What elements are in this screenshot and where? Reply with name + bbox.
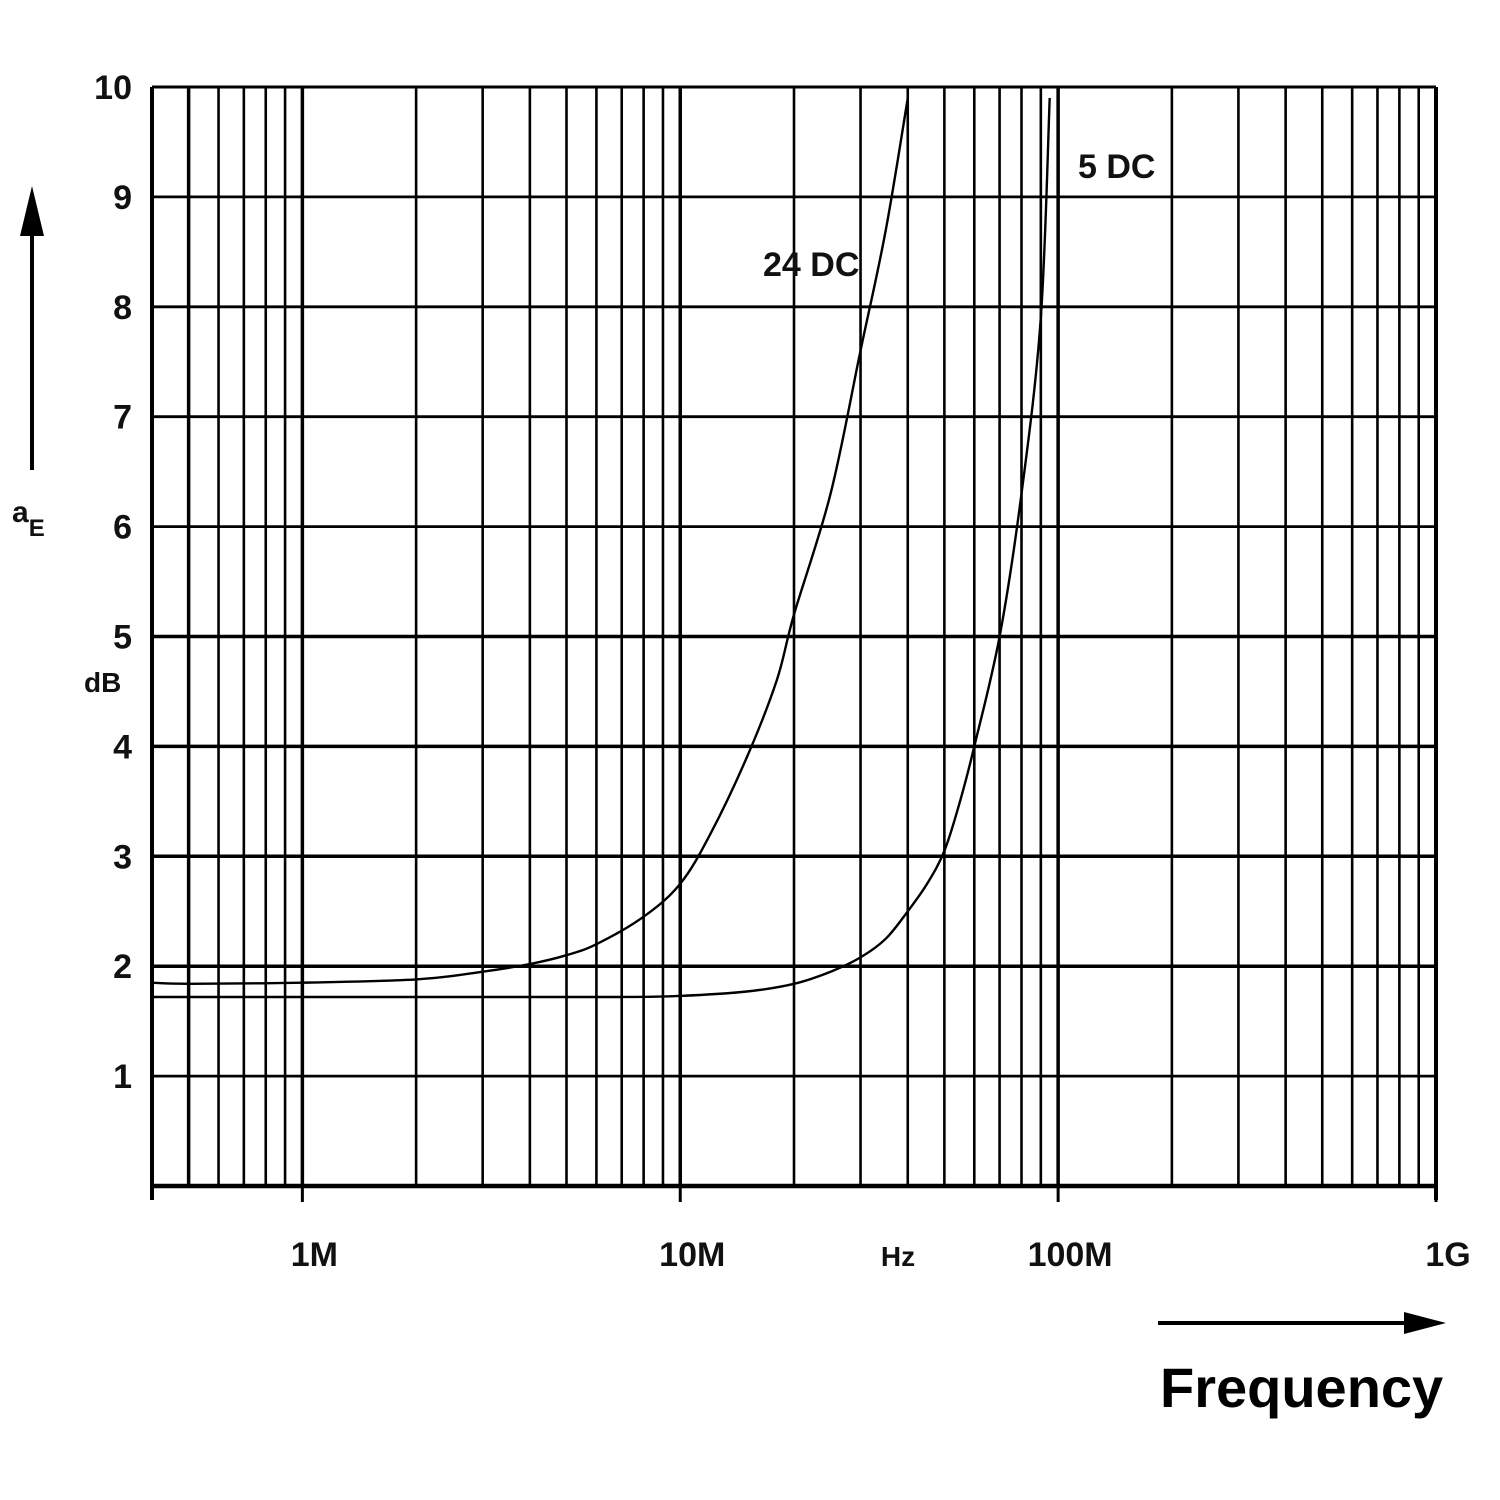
x-tick-labels: 1M 10M 100M 1G <box>291 1236 1471 1274</box>
series-line-5dc <box>151 97 1051 999</box>
y-tick-label: 1 <box>113 1058 132 1096</box>
x-tick-label: 10M <box>659 1236 725 1274</box>
y-tick-label: 6 <box>113 509 132 547</box>
y-tick-label: 9 <box>113 179 132 217</box>
major-gridlines <box>152 85 1436 1186</box>
x-unit-label: Hz <box>881 1241 915 1272</box>
series-line-24dc <box>151 97 909 986</box>
x-tick-label: 1G <box>1425 1236 1470 1274</box>
x-tick-label: 1M <box>291 1236 338 1274</box>
series-label-5dc: 5 DC <box>1078 148 1155 186</box>
series-lines <box>151 97 1051 999</box>
series-label-24dc: 24 DC <box>763 246 859 284</box>
y-axis-arrow-head <box>20 186 44 236</box>
y-tick-label: 8 <box>113 289 132 327</box>
plot-frame <box>150 85 1438 1200</box>
x-tick-label: 100M <box>1028 1236 1113 1274</box>
y-tick-label: 5 <box>113 619 132 657</box>
y-tick-label: 10 <box>94 69 132 107</box>
y-tick-label: 7 <box>113 399 132 437</box>
y-tick-labels: 1 2 3 4 5 6 7 8 9 10 <box>94 69 132 1096</box>
y-tick-label: 2 <box>113 948 132 986</box>
x-axis-arrow-head <box>1404 1312 1446 1334</box>
y-tick-label: 3 <box>113 838 132 876</box>
y-tick-label: 4 <box>113 728 132 766</box>
y-axis-label-subscript: E <box>29 515 45 542</box>
x-tick-marks <box>300 1186 1438 1202</box>
y-unit-label: dB <box>84 667 121 698</box>
y-axis-label-main: a <box>12 496 29 529</box>
x-axis-title: Frequency <box>1160 1356 1443 1419</box>
y-axis-label: aE <box>12 496 45 542</box>
